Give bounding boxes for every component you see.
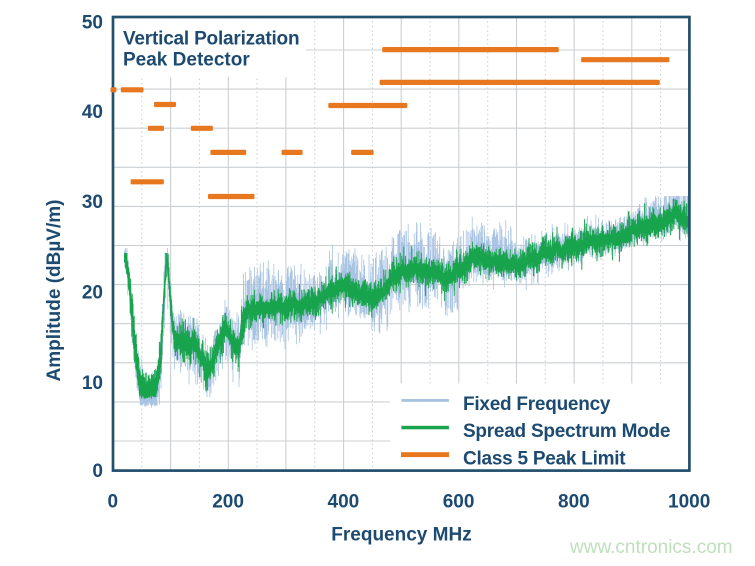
svg-text:50: 50 bbox=[82, 13, 103, 34]
svg-text:0: 0 bbox=[108, 492, 119, 513]
svg-text:600: 600 bbox=[443, 492, 475, 513]
svg-text:800: 800 bbox=[558, 492, 590, 513]
svg-text:10: 10 bbox=[82, 373, 103, 394]
svg-text:www.cntronics.com: www.cntronics.com bbox=[569, 537, 733, 558]
svg-text:Frequency MHz: Frequency MHz bbox=[331, 525, 471, 546]
svg-text:20: 20 bbox=[82, 283, 103, 304]
svg-text:200: 200 bbox=[212, 492, 244, 513]
svg-text:400: 400 bbox=[328, 492, 360, 513]
svg-text:30: 30 bbox=[82, 192, 103, 213]
svg-text:Class 5 Peak Limit: Class 5 Peak Limit bbox=[463, 448, 626, 469]
svg-text:40: 40 bbox=[82, 102, 103, 123]
svg-text:Spread Spectrum Mode: Spread Spectrum Mode bbox=[463, 421, 670, 442]
svg-text:Fixed Frequency: Fixed Frequency bbox=[463, 394, 611, 415]
svg-text:1000: 1000 bbox=[668, 492, 710, 513]
svg-text:0: 0 bbox=[92, 461, 103, 482]
svg-text:Amplitude (dBµV/m): Amplitude (dBµV/m) bbox=[44, 200, 65, 382]
svg-text:Vertical Polarization: Vertical Polarization bbox=[123, 29, 299, 50]
svg-text:Peak Detector: Peak Detector bbox=[123, 50, 250, 71]
